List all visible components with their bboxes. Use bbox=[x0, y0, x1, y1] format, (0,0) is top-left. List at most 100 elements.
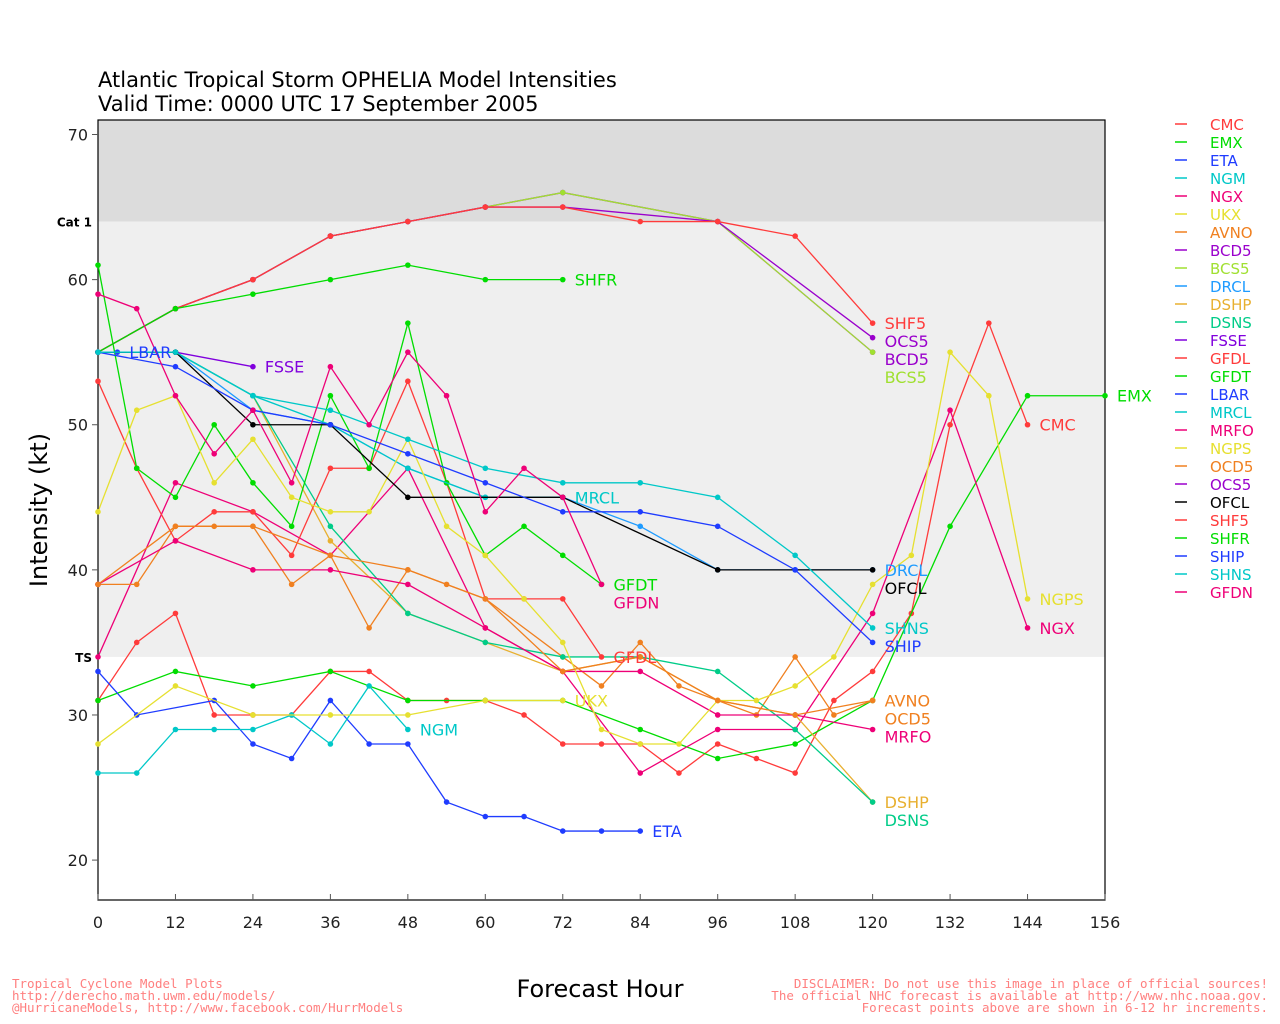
data-point bbox=[559, 741, 566, 747]
data-point bbox=[443, 799, 450, 805]
data-point bbox=[869, 349, 876, 355]
data-point bbox=[714, 697, 721, 704]
data-point bbox=[482, 813, 489, 820]
data-point bbox=[714, 218, 721, 225]
data-point bbox=[95, 770, 101, 776]
footer-left-1: Tropical Cyclone Model Plots bbox=[12, 976, 223, 991]
legend-label: OCD5 bbox=[1210, 458, 1253, 476]
data-point bbox=[559, 479, 566, 486]
data-point bbox=[133, 581, 140, 588]
data-point bbox=[211, 421, 217, 428]
data-point bbox=[908, 552, 915, 559]
data-point bbox=[366, 683, 372, 689]
series-end-label: SHFR bbox=[575, 271, 618, 290]
hurricane-band bbox=[98, 120, 1105, 222]
data-point bbox=[1024, 625, 1031, 631]
footer-left-3: @HurricaneModels, http://www.facebook.co… bbox=[12, 1000, 403, 1015]
legend-label: BCD5 bbox=[1210, 242, 1252, 260]
data-point bbox=[327, 538, 334, 544]
legend-label: LBAR bbox=[1210, 386, 1249, 404]
data-point bbox=[250, 276, 256, 283]
legend-label: GFDT bbox=[1210, 368, 1252, 386]
legend-label: FSSE bbox=[1210, 332, 1247, 350]
y-tick-label: 20 bbox=[68, 851, 88, 870]
data-point bbox=[869, 668, 876, 675]
data-point bbox=[95, 668, 101, 675]
data-point bbox=[559, 668, 566, 675]
data-point bbox=[250, 509, 256, 515]
data-point bbox=[405, 741, 411, 747]
intensity-bands bbox=[98, 120, 1105, 657]
series-end-label: BCS5 bbox=[885, 368, 927, 387]
x-tick-label: 0 bbox=[93, 913, 103, 932]
data-point bbox=[172, 363, 179, 370]
series-end-label: NGPS bbox=[1040, 590, 1084, 609]
y-tick-label: 60 bbox=[68, 271, 88, 290]
legend-label: SHFR bbox=[1210, 530, 1250, 548]
data-point bbox=[637, 668, 644, 675]
data-point bbox=[869, 726, 876, 733]
data-point bbox=[1024, 392, 1031, 399]
data-point bbox=[133, 639, 140, 646]
legend-label: SHNS bbox=[1210, 566, 1252, 584]
series-end-label: AVNO bbox=[885, 691, 930, 710]
data-point bbox=[637, 828, 644, 834]
series-gfdn bbox=[95, 291, 605, 588]
series-shns bbox=[95, 349, 876, 631]
data-point bbox=[637, 509, 644, 515]
legend-label: MRCL bbox=[1210, 404, 1252, 422]
data-point bbox=[405, 436, 411, 443]
data-point bbox=[559, 276, 566, 283]
series-line bbox=[97, 671, 641, 832]
data-point bbox=[327, 567, 334, 573]
data-point bbox=[521, 523, 527, 530]
chart-title: Atlantic Tropical Storm OPHELIA Model In… bbox=[98, 68, 617, 92]
data-point bbox=[443, 523, 450, 530]
series-shf5 bbox=[95, 204, 876, 355]
x-tick-label: 36 bbox=[320, 913, 340, 932]
data-point bbox=[714, 494, 721, 501]
legend-label: NGX bbox=[1210, 188, 1243, 206]
data-point bbox=[714, 755, 721, 762]
data-point bbox=[482, 509, 489, 515]
y-tick-label: 50 bbox=[68, 416, 88, 435]
data-point bbox=[405, 378, 411, 385]
data-point bbox=[559, 639, 566, 646]
x-tick-label: 96 bbox=[708, 913, 728, 932]
series-ngps bbox=[95, 349, 1031, 747]
legend-label: SHF5 bbox=[1210, 512, 1249, 530]
data-point bbox=[327, 712, 334, 718]
x-tick-label: 120 bbox=[857, 913, 888, 932]
data-point bbox=[521, 813, 527, 820]
series-group bbox=[95, 189, 1108, 834]
legend-label: NGPS bbox=[1210, 440, 1251, 458]
data-point bbox=[521, 465, 527, 472]
data-point bbox=[947, 407, 953, 414]
data-point bbox=[637, 218, 644, 225]
data-point bbox=[366, 668, 372, 675]
data-point bbox=[443, 392, 450, 399]
data-point bbox=[831, 654, 837, 660]
series-end-label: FSSE bbox=[265, 358, 304, 377]
series-ukx bbox=[95, 683, 566, 747]
data-point bbox=[95, 349, 101, 355]
data-point bbox=[637, 639, 644, 646]
data-point bbox=[869, 639, 876, 646]
data-point bbox=[676, 741, 682, 747]
data-point bbox=[947, 523, 953, 530]
data-point bbox=[250, 523, 256, 530]
legend-label: BCS5 bbox=[1210, 260, 1250, 278]
x-axis-label: Forecast Hour bbox=[517, 975, 684, 1003]
data-point bbox=[559, 828, 566, 834]
data-point bbox=[288, 755, 295, 762]
series-end-label: SHIP bbox=[885, 637, 922, 656]
data-point bbox=[327, 233, 334, 239]
legend-label: DRCL bbox=[1210, 278, 1251, 296]
series-end-label: DSNS bbox=[885, 811, 930, 830]
legend-label: CMC bbox=[1210, 116, 1244, 134]
series-end-label: BCD5 bbox=[885, 350, 929, 369]
data-point bbox=[405, 581, 411, 588]
data-point bbox=[172, 726, 179, 733]
series-end-label: MRCL bbox=[575, 488, 619, 507]
series-end-label: MRFO bbox=[885, 727, 932, 746]
